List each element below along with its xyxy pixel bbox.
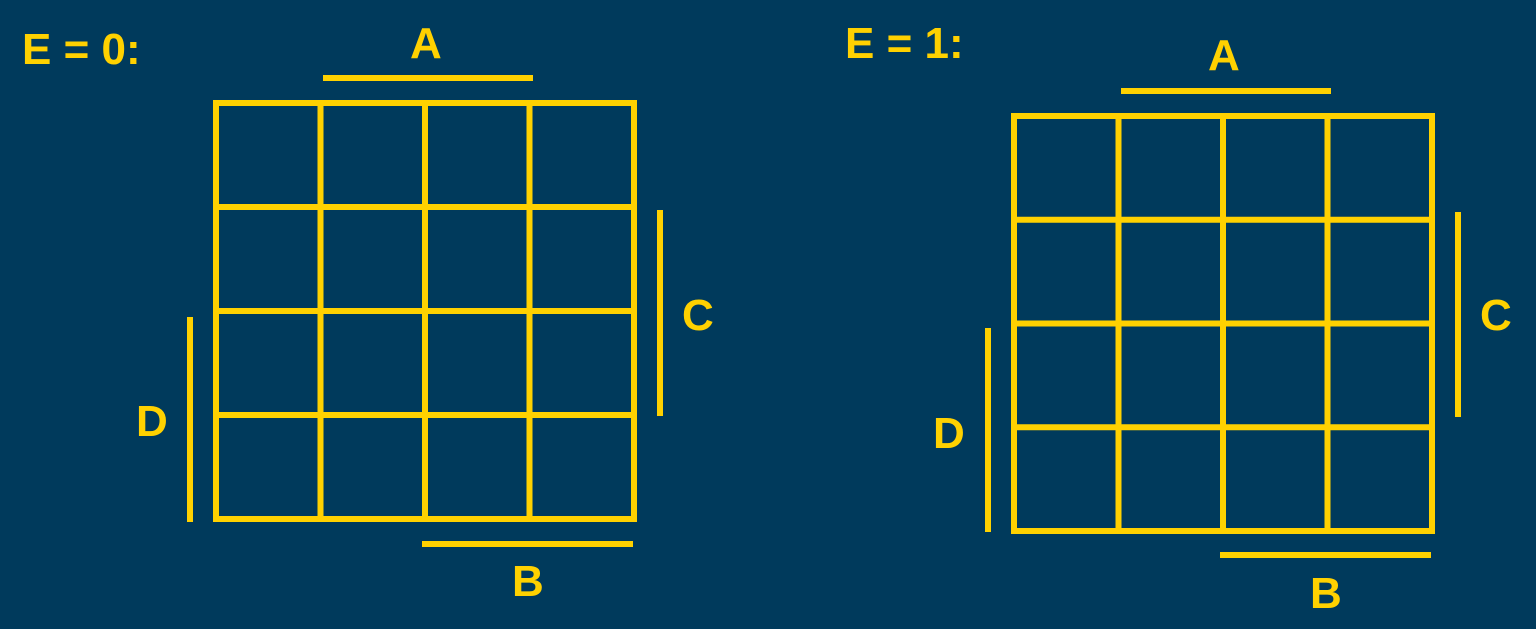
variable-label-b-e0: B	[512, 557, 544, 606]
variable-label-c-e1: C	[1480, 291, 1512, 340]
map-title-e1: E = 1:	[845, 19, 964, 68]
variable-label-d-e0: D	[136, 397, 168, 446]
variable-label-b-e1: B	[1310, 569, 1342, 618]
variable-label-d-e1: D	[933, 409, 965, 458]
kmap-e0	[187, 75, 663, 547]
kmap-e1	[985, 88, 1461, 558]
variable-label-c-e0: C	[682, 291, 714, 340]
variable-label-a-e1: A	[1208, 31, 1240, 80]
map-title-e0: E = 0:	[22, 25, 141, 74]
variable-label-a-e0: A	[410, 19, 442, 68]
